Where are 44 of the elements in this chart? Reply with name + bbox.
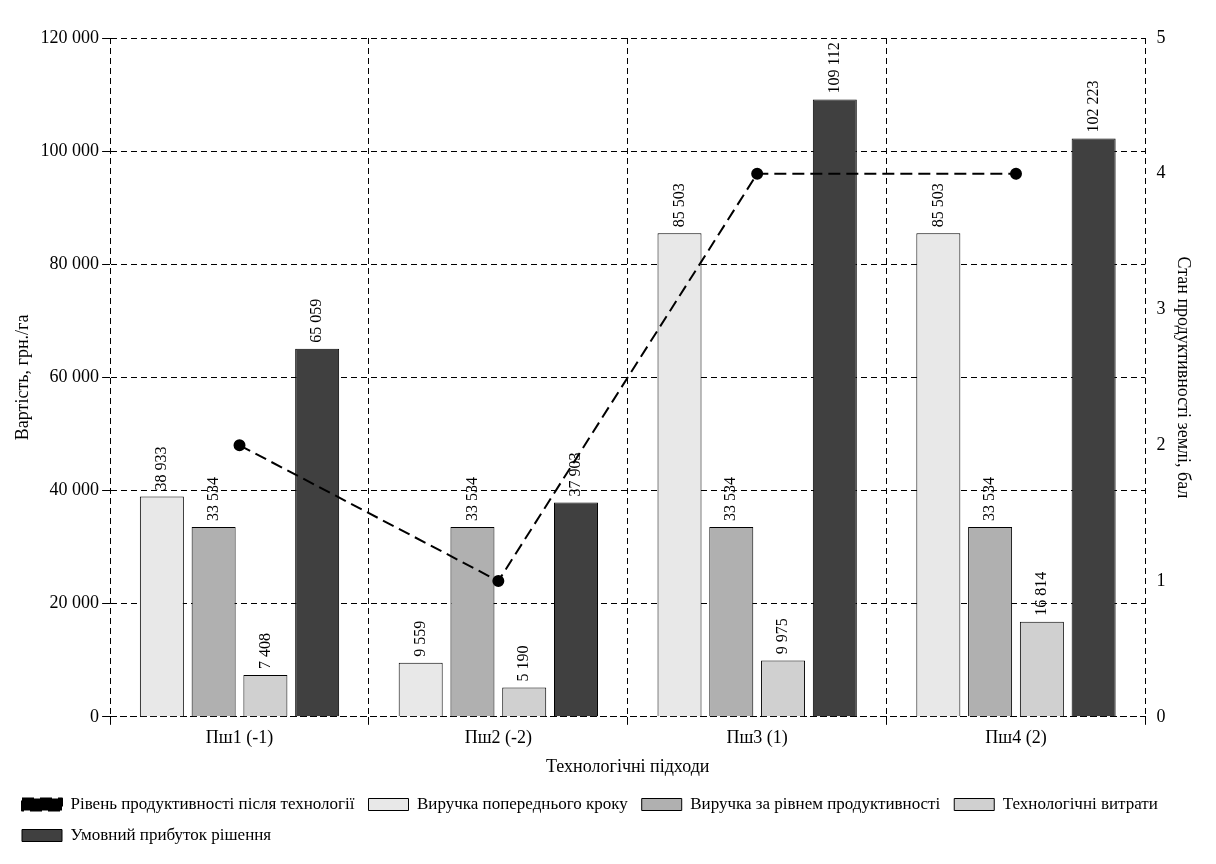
y2-tick-label: 3: [1156, 298, 1166, 319]
point: [492, 575, 505, 588]
legend-label: Умовний прибуток рішення: [70, 824, 272, 844]
data-label: 33 534: [980, 477, 998, 522]
y-tick-label: 60 000: [49, 366, 100, 387]
x-tick-label: Пш4 (2): [985, 727, 1047, 749]
y2-axis-title: Стан продуктивності землі, бал: [1174, 256, 1195, 499]
data-label: 33 534: [462, 477, 480, 522]
data-label: 9 975: [773, 618, 791, 655]
point: [1009, 167, 1022, 180]
legend-label: Виручка попереднього кроку: [417, 793, 629, 813]
y-axis-title: Вартість, грн./га: [11, 314, 32, 441]
y-tick-label: 80 000: [49, 253, 100, 273]
y-tick-label: 20 000: [49, 592, 100, 613]
y2-tick-label: 2: [1156, 434, 1166, 455]
data-label: 65 059: [307, 298, 325, 343]
x-tick-label: Пш3 (1): [726, 727, 788, 749]
y2-tick-label: 4: [1156, 162, 1166, 183]
data-label: 38 933: [152, 446, 170, 491]
legend-label: Виручка за рівнем продуктивності: [690, 793, 941, 813]
x-tick-label: Пш2 (-2): [464, 727, 533, 749]
data-label: 85 503: [669, 183, 687, 228]
data-label: 33 534: [721, 477, 739, 522]
point: [233, 439, 246, 452]
legend-label: Рівень продуктивності після технології: [70, 793, 355, 813]
x-axis-title: Технологічні підходи: [546, 755, 710, 776]
data-label: 109 112: [825, 42, 843, 94]
data-label: 7 408: [255, 632, 273, 669]
y-tick-label: 100 000: [40, 139, 100, 160]
y2-tick-label: 5: [1156, 26, 1166, 47]
data-label: 9 559: [410, 620, 428, 657]
y2-tick-label: 1: [1156, 569, 1166, 590]
data-label: 5 190: [514, 645, 532, 682]
y2-tick-label: 0: [1156, 705, 1166, 726]
y-tick-label: 0: [90, 705, 100, 726]
data-label: 16 814: [1032, 571, 1050, 616]
y-tick-label: 120 000: [40, 26, 100, 47]
legend-label: Технологічні витрати: [1002, 793, 1158, 813]
x-tick-label: Пш1 (-1): [205, 727, 274, 749]
data-label: 33 534: [203, 477, 221, 522]
data-label: 85 503: [928, 183, 946, 228]
point: [751, 167, 764, 180]
y-tick-label: 40 000: [49, 479, 100, 500]
data-label: 102 223: [1083, 80, 1101, 133]
